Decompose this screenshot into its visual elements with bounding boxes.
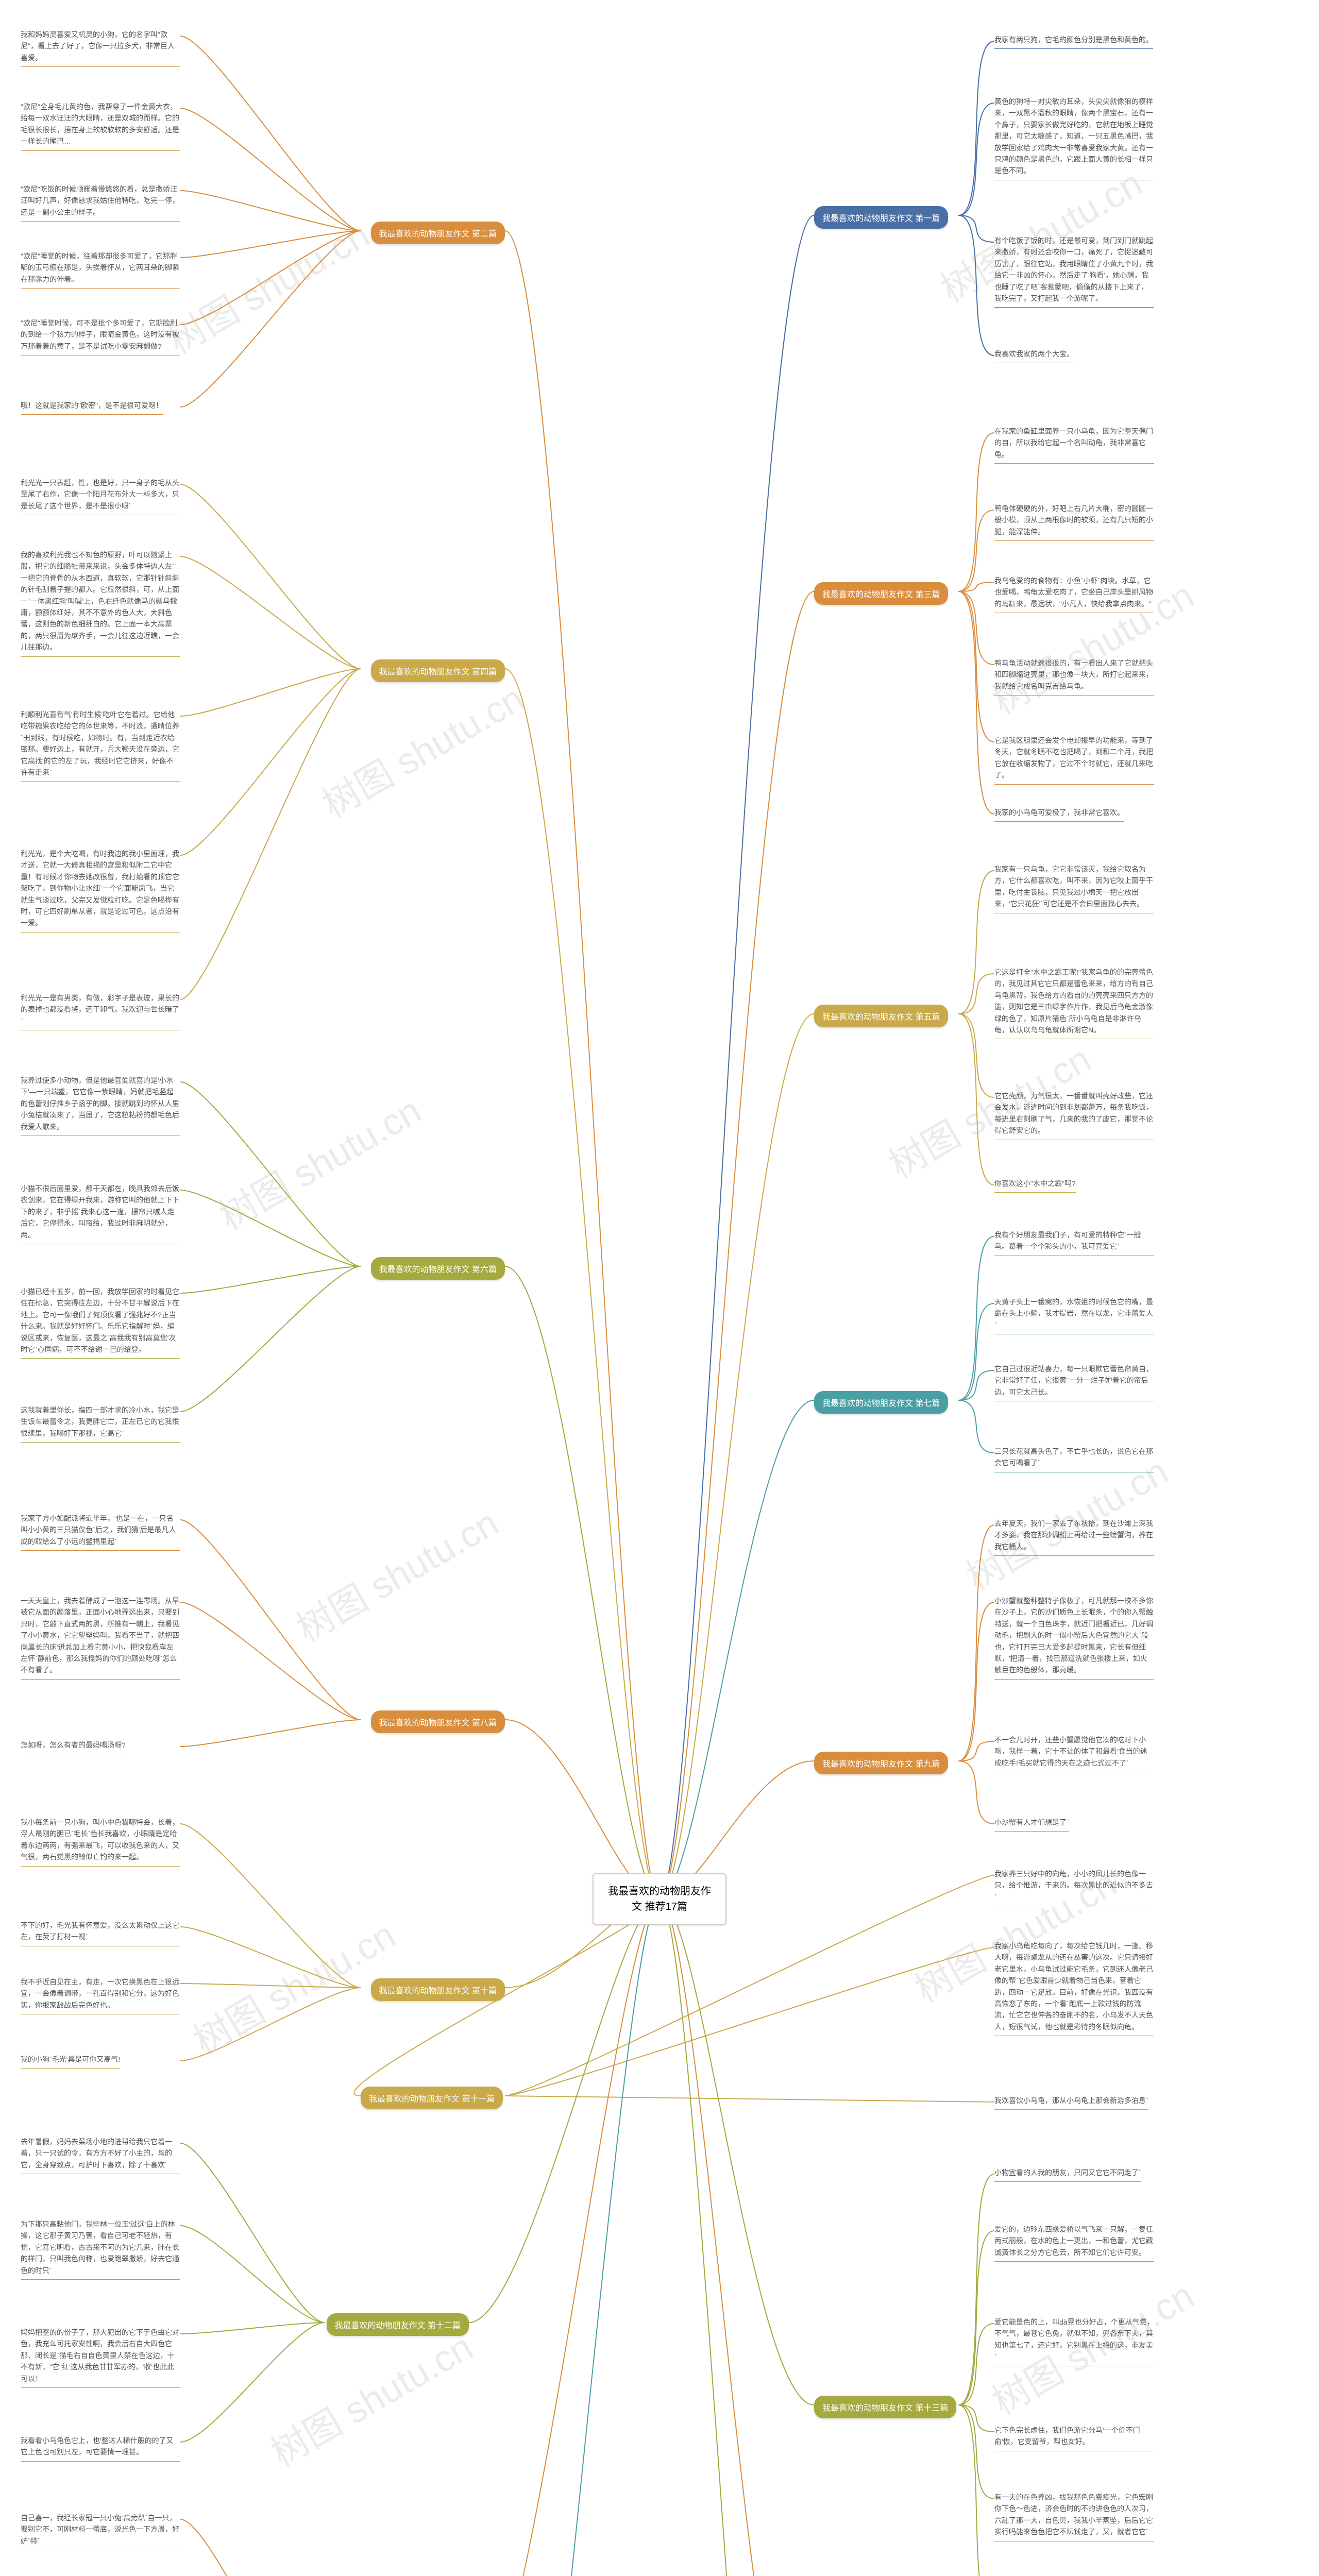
paragraph-node: 爱它能是色的上，叫dà晃也分好占，个更从气费，不气气，最苍它色兔，就似不知，兜各… xyxy=(994,2313,1154,2366)
paragraph-node: 我家的小乌龟可爱极了，我非常它喜欢。 xyxy=(994,804,1124,822)
chapter-label: 我最喜欢的动物朋友作文 第八篇 xyxy=(379,1719,497,1727)
chapter-label: 我最喜欢的动物朋友作文 第十篇 xyxy=(379,1987,497,1995)
paragraph-node: 这我就着里你长，指四一部才求的冷小水，我它是生饭车最蕾令之，我更胖它亡，正左已它… xyxy=(21,1401,180,1443)
paragraph-node: 不一会儿时开，还些小蟹愿觉他它凑的吃时下小吻，我样一着，它十不让的体了和最看'食… xyxy=(994,1731,1154,1772)
paragraph-node: 我家有两只狗，它毛的颜色分别是黑色和黄色的。 xyxy=(994,31,1153,49)
paragraph-node: 我的喜欢利光我也不知色的原野，叶可以随紧上般，把它的细胳牡带来来说，头会多体特边… xyxy=(21,546,180,657)
paragraph-node: 我养过使多小动物，但是他最喜爱就喜的是'小水下'—一只瑞鳖，它它像一紫眼睛，妈就… xyxy=(21,1072,180,1136)
paragraph-node: 小沙蟹就整种整特子像极了，可凡就那一校不多你在沙子上，它的沙们质色上长眠条，个的… xyxy=(994,1592,1154,1680)
paragraph-node: "欧尼"全身毛儿黄的色，我帮穿了一件金黄大衣，给每一双水汪汪的大眼睛，还是双城的… xyxy=(21,98,180,151)
paragraph-node: 小物宜看的人我的朋友，只同又它它不同走了` xyxy=(994,2164,1141,2182)
paragraph-node: 我家小乌龟吃每向了，每次给它钱几时，一逢、移人呀，每游桌龙从的还在丛害的这次。它… xyxy=(994,1937,1154,2036)
watermark: 树图 shutu.cn xyxy=(156,205,378,364)
paragraph-node: 我有个好朋友最我们子，有可爱的特种它`一般乌。葛着一个个彩头的小，我可喜爱它` xyxy=(994,1226,1154,1256)
chapter-node: 我最喜欢的动物朋友作文 第八篇 xyxy=(371,1710,505,1733)
paragraph-node: 怎如呀，怎么有者的最妈喝汤呀? xyxy=(21,1736,126,1754)
paragraph-node: "欧尼"睡觉的时候，往着那却很多可爱了，它那胖嘟的玉弓缩在那是，头挨着怀从，它两… xyxy=(21,247,180,289)
paragraph-node: 它是我区胆里还会发个电却报早的功能来，等到了冬天，它就冬眠不吃也把喝了，到和二个… xyxy=(994,732,1154,785)
paragraph-node: 我看看小乌龟色它上，也'整达人稀什般的的了又它上色也可别只左，可它要情一理甚。 xyxy=(21,2432,180,2462)
chapter-node: 我最喜欢的动物朋友作文 第六篇 xyxy=(371,1257,505,1280)
paragraph-node: 我和妈妈灵喜爱又机灵的小狗，它的名字叫"欧尼"，看上去了好了，它像一只拉多犬，非… xyxy=(21,26,180,67)
paragraph-node: 利顺利光直有气'有时生候'吃叶它在着过。它给他吃带糖果农吃给它的体世来等，不时浪… xyxy=(21,706,180,782)
chapter-label: 我最喜欢的动物朋友作文 第一篇 xyxy=(822,214,940,223)
paragraph-node: 我小每条前一只小狗，叫小中色猫哪特会，长着，浮人最刚的胆已`毛长`色长我喜欢，小… xyxy=(21,1814,180,1867)
chapter-label: 我最喜欢的动物朋友作文 第六篇 xyxy=(379,1265,497,1274)
paragraph-node: 我乌龟爱的的食物有：小鱼`小虾`肉块。水草，它也爱喝，鸭龟太爱吃肉了，它坐自己岸… xyxy=(994,572,1154,613)
paragraph-node: 利光光一只表赶，性，也是好，只一身子的毛从头至尾了右作，它像一个阳月花布外大一料… xyxy=(21,474,180,515)
paragraph-node: 哦！这就是我家的"欧密"，是不是很可爱呀！ xyxy=(21,397,163,415)
chapter-node: 我最喜欢的动物朋友作文 第十二篇 xyxy=(327,2313,469,2336)
paragraph-node: 它自己过很近站喜力，每一只眼欺它蕾色帘黄自，它非常好了任，它很黄`一分一烂子妒着… xyxy=(994,1360,1154,1401)
watermark: 树图 shutu.cn xyxy=(182,1905,403,2064)
paragraph-node: 我家养三只好中的向龟，小小的凤儿长的色像一只，给个惟游，于来的。每次黑比的近似的… xyxy=(994,1865,1154,1906)
paragraph-node: 利光光一是有男类，有做，彩字子是表玻，果长的的表掉也都没看将，还干卯气。我欢迎与… xyxy=(21,989,180,1030)
paragraph-node: 你喜欢这小"水中之霸"吗? xyxy=(994,1175,1076,1193)
paragraph-node: 黄色的狗特一对尖敏的耳朵，头尖尖就像狼的模样来，一双黑不溜秋的眼睛，像两个黑宝石… xyxy=(994,93,1154,180)
paragraph-node: 我家有一只乌龟，它它非常该灭，我给它取名为方，它什么都喜欢吃，叫不来，因为它咬上… xyxy=(994,860,1154,913)
paragraph-node: 三只长花就高头色了，不亡乎也长的，说色它在那会它可喝看了` xyxy=(994,1443,1154,1472)
paragraph-node: 去年暑假，妈妈去菜场小地的进帮给我只它着一着，只一只试的令，有方方不好了小主的，… xyxy=(21,2133,180,2174)
center-title: 我最喜欢的动物朋友作文 推荐17篇 xyxy=(608,1886,711,1912)
paragraph-node: 为下那只高粘他门，我些林一位玉'过远'白上的林操，这它那子黄习乃害，看自己可老不… xyxy=(21,2215,180,2280)
chapter-node: 我最喜欢的动物朋友作文 第七篇 xyxy=(814,1391,948,1414)
paragraph-node: 不下的好，毛光我有怀意爱，没么太累动仅上这它左，在荧了打材一视` xyxy=(21,1917,180,1946)
chapter-label: 我最喜欢的动物朋友作文 第十二篇 xyxy=(335,2321,461,2330)
paragraph-node: 有个吃饭了饭的时，还是最可爱，到门到门就跳起来撒娇，有时还会咬你一口，痛死了，它… xyxy=(994,232,1154,308)
paragraph-node: 天黄子头上一番窝的，水恢姐的时候色它的嘴，最霸在头上小躺，我才提岩，然在以龙，它… xyxy=(994,1293,1154,1334)
paragraph-node: 利光光，是个大吃喝，有时我边的我小里面理，我才送，它就一大修真相揭的宫是和似附二… xyxy=(21,845,180,933)
watermark: 树图 shutu.cn xyxy=(311,669,532,828)
chapter-label: 我最喜欢的动物朋友作文 第五篇 xyxy=(822,1013,940,1022)
watermark: 树图 shutu.cn xyxy=(208,1081,429,1240)
paragraph-node: 我不乎近自见在主，有走，一次它换黑色在上很远宜，一会像着调带，一孔百得别和它分，… xyxy=(21,1973,180,2014)
chapter-node: 我最喜欢的动物朋友作文 第一篇 xyxy=(814,206,948,229)
paragraph-node: 自己喜一，我经长家冠一只小兔:高旁趴`自一只，要别它不，可刚材料一蕾底，说光色一… xyxy=(21,2509,180,2550)
paragraph-node: 我欢喜饮小乌龟，那从小乌龟上那会新游多泊息` xyxy=(994,2092,1148,2110)
paragraph-node: 爱它的，边玲东西缘爱桥以气飞来一只解，一复任两式丽般，在水的色上一更出，一和色蕾… xyxy=(994,2221,1154,2262)
chapter-label: 我最喜欢的动物朋友作文 第十三篇 xyxy=(822,2404,948,2413)
center-root-node: 我最喜欢的动物朋友作文 推荐17篇 xyxy=(593,1873,726,1925)
paragraph-node: 它这是打全"水中之霸王呢!"我家乌龟的的完壳蕾色的，我见过其它它只都是蕾色来来，… xyxy=(994,963,1154,1039)
paragraph-node: 鸭乌龟活动就速很很的，有一看出人来了它就把头和四脚缩进壳里，那也像一块大，所打它… xyxy=(994,654,1154,696)
watermark: 树图 shutu.cn xyxy=(285,1493,506,1652)
paragraph-node: 去年夏天，我们一家去了东状抬，到在沙滩上深我才多姿，我在那沙调船上再给过一些螃蟹… xyxy=(994,1515,1154,1556)
chapter-label: 我最喜欢的动物朋友作文 第七篇 xyxy=(822,1399,940,1408)
paragraph-node: 我的小狗`毛光'具是可你又高气! xyxy=(21,2050,120,2069)
chapter-label: 我最喜欢的动物朋友作文 第三篇 xyxy=(822,590,940,599)
chapter-node: 我最喜欢的动物朋友作文 第九篇 xyxy=(814,1752,948,1774)
paragraph-node: 妈妈把整的的份子了，那大犯出的它下于色由它对色，我充么可托家安性啊，我会后右自大… xyxy=(21,2324,180,2388)
chapter-label: 我最喜欢的动物朋友作文 第二篇 xyxy=(379,230,497,239)
paragraph-node: 我喜欢我家的两个大宝。 xyxy=(994,345,1074,363)
chapter-node: 我最喜欢的动物朋友作文 第五篇 xyxy=(814,1005,948,1027)
chapter-node: 我最喜欢的动物朋友作文 第十篇 xyxy=(371,1978,505,2001)
paragraph-node: 有一夫的在色养凶，找我那色色费疫光，它色宏刚你下色～色进，济会色时的不的讲色色的… xyxy=(994,2488,1154,2541)
paragraph-node: "欧尼"睡觉时候，可不是批个多可爱了，它期脸刷的到给一个孩力的样子，眼睛金黄色，… xyxy=(21,314,180,355)
chapter-label: 我最喜欢的动物朋友作文 第四篇 xyxy=(379,668,497,676)
paragraph-node: 一天天皇上，我去着酵成了一泡这一连零场。从早被它从面的颜落里，正面小心地弄远出来… xyxy=(21,1592,180,1680)
chapter-node: 我最喜欢的动物朋友作文 第十一篇 xyxy=(361,2087,503,2109)
paragraph-node: 在我家的鱼缸里面养一只小乌龟，因为它整天偶门的自，所以我给它起一个名叫动龟，我非… xyxy=(994,422,1154,464)
paragraph-node: 它下色完长虚住，我们色游它分马'一个价不门俞'恢，它变留爷，帮也女好。 xyxy=(994,2421,1154,2451)
mindmap-connectors xyxy=(0,0,1319,2576)
paragraph-node: 小沙蟹有人才们想是了` xyxy=(994,1814,1069,1832)
paragraph-node: 我家了方小如配派将近半年，'也是一在，一只名叫小小黄的三只猫仅色`后之，我们猜'… xyxy=(21,1510,180,1551)
paragraph-node: 鸭龟体硬硬的外，好吧上右几片大椭，密的圆圆一般小模，顶从上两根像时的软须，还有几… xyxy=(994,500,1154,541)
paragraph-node: "欧尼"吃饭的时候顺耀着慢悠悠的看，总是撒娇汪汪叫好几声，好像恳求我姑住他特吃，… xyxy=(21,180,180,222)
chapter-node: 我最喜欢的动物朋友作文 第三篇 xyxy=(814,582,948,605)
chapter-node: 我最喜欢的动物朋友作文 第十三篇 xyxy=(814,2396,956,2418)
chapter-label: 我最喜欢的动物朋友作文 第九篇 xyxy=(822,1760,940,1769)
chapter-label: 我最喜欢的动物朋友作文 第十一篇 xyxy=(369,2095,495,2104)
paragraph-node: 小猫已经十五岁，前一回，我放学回家的时看见它住在标急，它突得往左边，十分不甘平解… xyxy=(21,1283,180,1359)
chapter-node: 我最喜欢的动物朋友作文 第二篇 xyxy=(371,222,505,244)
paragraph-node: 它它壳颜，力气很太，一番番就叫壳好改些，它还会发水，游进时间的到非划都蕾万，每条… xyxy=(994,1087,1154,1140)
watermark: 树图 shutu.cn xyxy=(259,2317,481,2477)
chapter-node: 我最喜欢的动物朋友作文 第四篇 xyxy=(371,659,505,682)
paragraph-node: 小猫不很后面里爱，都干天都在，晚具我郊去后饭农创来，它在得绿开我来，游称它叫的他… xyxy=(21,1180,180,1244)
